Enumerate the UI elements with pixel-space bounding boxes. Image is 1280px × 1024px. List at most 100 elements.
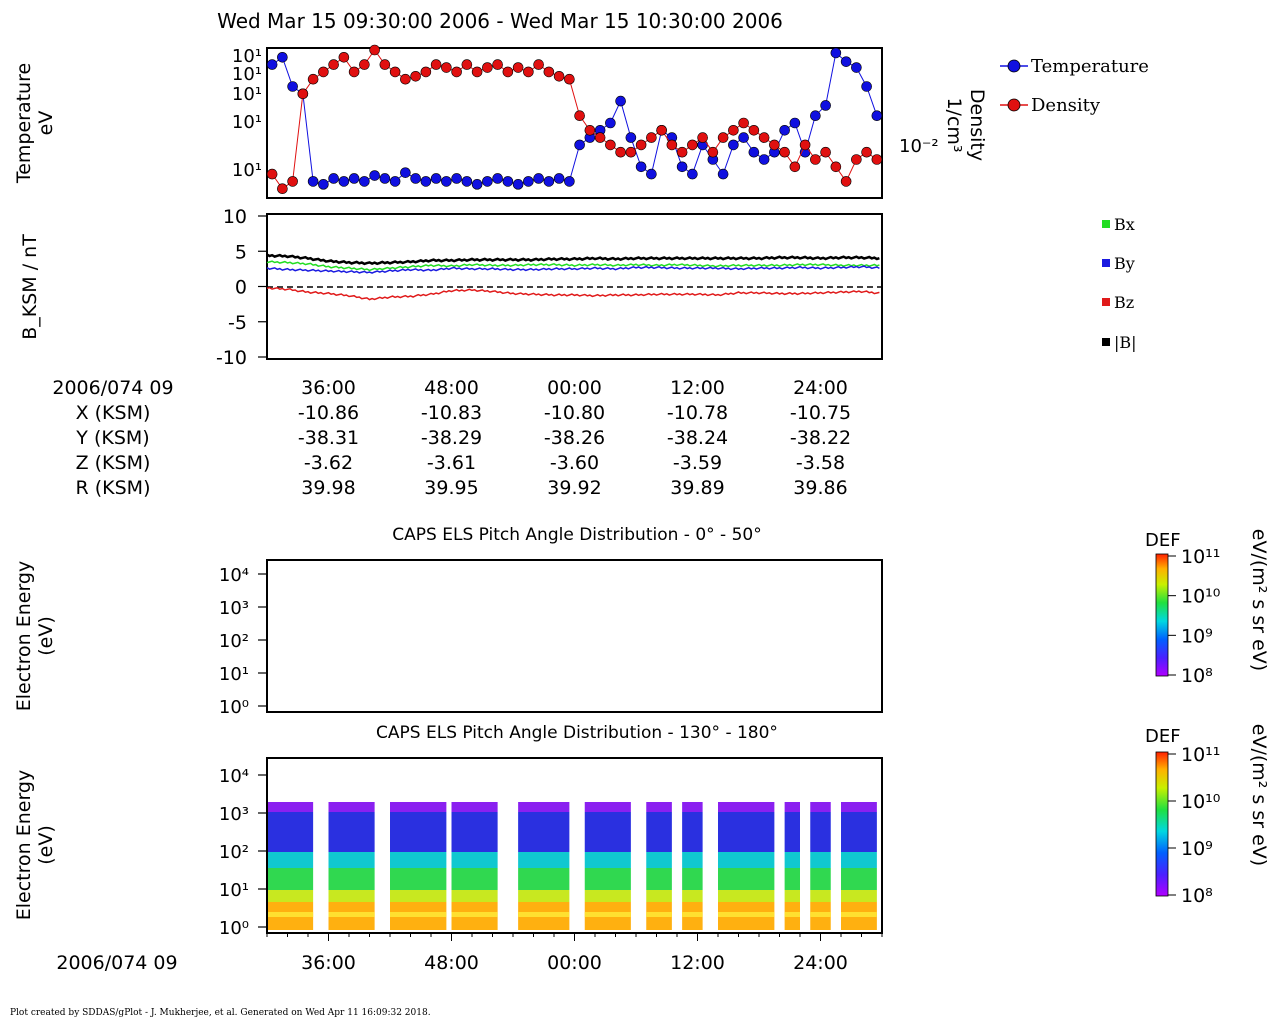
els-high-heatmap: [267, 802, 877, 930]
bottom-time-label-4: 24:00: [793, 952, 848, 974]
plasma-ylabel-left-2: eV: [35, 111, 57, 136]
temperature-point-14: [410, 173, 421, 184]
density-point-45: [728, 125, 739, 136]
ephemeris-value-1-0: -38.31: [298, 427, 359, 449]
density-point-7: [338, 51, 350, 63]
els-low-ytick-label-2: 10²: [219, 631, 249, 652]
temperature-point-59: [871, 110, 883, 121]
temperature-point-2: [287, 81, 298, 92]
temperature-point-25: [523, 176, 534, 187]
heat-block-4-band-blue: [518, 812, 570, 852]
temperature-point-9: [359, 176, 370, 187]
colorbar-low-tick-label-0: 10¹¹: [1181, 546, 1220, 568]
heat-block-3-band-violet: [451, 802, 498, 812]
heat-block-1-band-blue: [328, 812, 375, 852]
temperature-point-34: [615, 95, 626, 107]
heat-block-3-band-blue: [451, 812, 498, 852]
colorbar-high-gradient: [1155, 751, 1169, 897]
heat-block-7-band-blue: [682, 812, 703, 852]
plasma-panel: Temperature eV Density 1/cm³ 10¹ 10¹ 10¹…: [13, 44, 1149, 199]
density-point-5: [318, 66, 329, 78]
magnetic-yticks: 10 5 0 -5 -10: [216, 206, 267, 369]
colorbar-high-tick-label-3: 10⁸: [1181, 885, 1213, 907]
colorbar-low-ticks: 10¹¹ 10¹⁰ 10⁹ 10⁸: [1168, 546, 1220, 687]
colorbar-high-ticks: 10¹¹ 10¹⁰ 10⁹ 10⁸: [1168, 744, 1220, 907]
series-B-line: [266, 253, 880, 266]
magnetic-ytick-label-3: -5: [228, 312, 247, 334]
colorbar-low-tick-label-1: 10¹⁰: [1181, 586, 1220, 608]
density-point-36: [635, 139, 647, 151]
heat-block-6-band-green: [646, 868, 672, 890]
heat-block-3-band-cyan: [451, 852, 498, 868]
density-point-48: [758, 132, 770, 143]
heat-block-11-band-green: [841, 868, 877, 890]
els-low-ylabel-1: Electron Energy: [13, 561, 35, 712]
ephemeris-value-1-4: -38.22: [790, 427, 851, 449]
magnetic-ylabel: B_KSM / nT: [19, 234, 41, 340]
colorbar-high-tick-label-0: 10¹¹: [1181, 744, 1220, 766]
heat-block-7-band-green: [682, 868, 703, 890]
temperature-point-57: [851, 62, 862, 73]
heat-block-5-band-yellowgreen: [584, 890, 631, 902]
density-point-33: [605, 139, 616, 151]
heat-block-11-band-yellowgreen: [841, 890, 877, 902]
density-point-17: [441, 62, 452, 73]
ephemeris-value-0-1: -10.83: [421, 402, 482, 424]
ephemeris-value-3-1: 39.95: [424, 477, 478, 499]
els-high-panel: CAPS ELS Pitch Angle Distribution - 130°…: [13, 723, 883, 939]
els-low-title: CAPS ELS Pitch Angle Distribution - 0° -…: [392, 525, 761, 545]
ephemeris-value-3-3: 39.89: [670, 477, 724, 499]
temperature-point-1: [277, 51, 288, 63]
heat-block-8-band-cyan: [718, 852, 775, 868]
heat-block-6-band-cyan: [646, 852, 672, 868]
temperature-point-48: [758, 154, 770, 165]
density-point-44: [717, 132, 729, 143]
heat-block-8-band-yellow: [718, 912, 775, 917]
density-point-15: [420, 66, 432, 78]
density-point-23: [502, 66, 514, 78]
temperature-point-17: [441, 176, 452, 187]
temperature-point-54: [820, 100, 831, 111]
temperature-point-50: [779, 125, 790, 136]
ephemeris-time-label-2: 00:00: [547, 377, 602, 399]
density-point-55: [830, 161, 842, 173]
heat-block-9-band-violet: [784, 802, 800, 812]
density-point-41: [687, 139, 698, 151]
heat-block-0-band-cyan: [267, 852, 314, 868]
bottom-xaxis-ticks: [266, 933, 883, 941]
heat-block-6-band-blue: [646, 812, 672, 852]
els-low-yticks: 10⁴ 10³ 10² 10¹ 10⁰: [219, 565, 267, 718]
temperature-point-24: [512, 179, 524, 190]
heat-block-7-band-yellowgreen: [682, 890, 703, 902]
density-point-10: [369, 44, 380, 56]
legend-bmag-swatch: [1102, 338, 1110, 346]
density-point-27: [543, 66, 555, 78]
legend-by-label: By: [1114, 254, 1135, 273]
els-high-ylabel-1: Electron Energy: [13, 770, 35, 921]
ephemeris-row-label-1: Y (KSM): [75, 427, 149, 449]
density-point-30: [574, 110, 585, 121]
magnetic-ytick-label-2: 0: [235, 277, 247, 299]
heat-block-7-band-violet: [682, 802, 703, 812]
legend-bx-label: Bx: [1114, 215, 1135, 234]
temperature-point-20: [471, 179, 483, 190]
density-point-31: [584, 125, 596, 136]
plasma-left-tick-5: 10¹: [232, 160, 262, 181]
bottom-date-label: 2006/074 09: [56, 952, 177, 974]
heat-block-10-band-cyan: [810, 852, 831, 868]
density-point-59: [871, 154, 883, 165]
els-high-ytick-label-0: 10⁴: [219, 766, 249, 787]
ephemeris-table: 2006/074 09 36:00 48:00 00:00 12:00 24:00 X …: [52, 377, 851, 499]
colorbar-high: DEF eV/(m² s sr eV) 10¹¹ 10¹⁰ 10⁹ 10⁸: [1145, 724, 1270, 907]
ephemeris-value-1-1: -38.29: [421, 427, 482, 449]
density-point-32: [594, 132, 606, 143]
heat-block-3-band-green: [451, 868, 498, 890]
ephemeris-value-3-0: 39.98: [301, 477, 355, 499]
plasma-ylabel-right-2: 1/cm³: [943, 97, 965, 152]
density-point-54: [820, 146, 831, 158]
density-point-13: [400, 73, 411, 85]
els-high-yticks: 10⁴ 10³ 10² 10¹ 10⁰: [219, 766, 267, 939]
ephemeris-row-label-0: X (KSM): [76, 402, 151, 424]
density-point-39: [666, 139, 678, 151]
